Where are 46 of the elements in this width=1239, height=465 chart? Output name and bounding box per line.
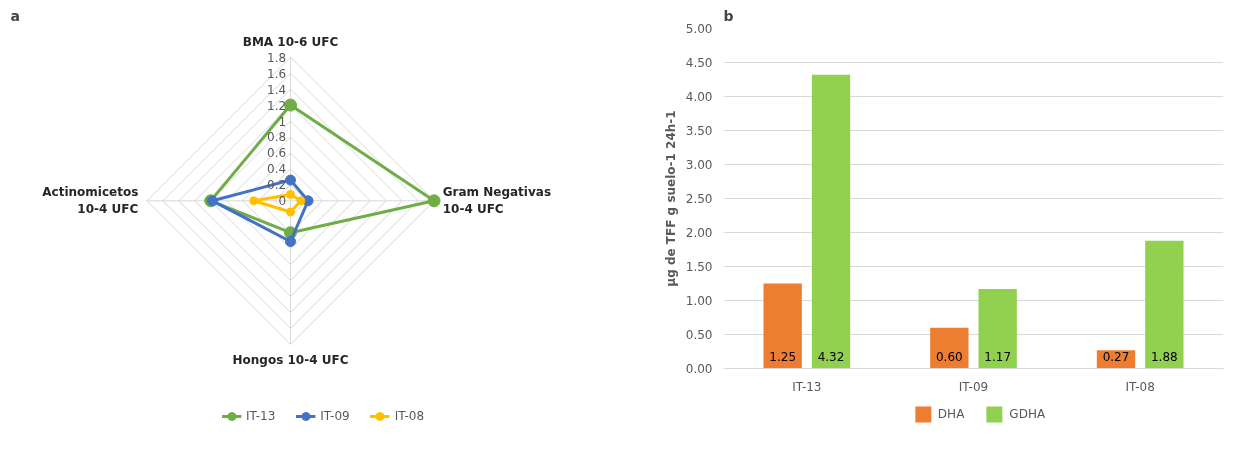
y-tick-label: 0	[278, 194, 287, 209]
y-tick-label: 4.50	[685, 56, 713, 70]
data-label: 1.17	[984, 349, 1012, 364]
legend-label: IT-13	[245, 409, 276, 423]
y-tick-label: 0.00	[685, 362, 713, 376]
bar	[763, 283, 802, 369]
y-tick-label: 1.8	[267, 50, 287, 65]
y-tick-label: 5.00	[685, 22, 713, 36]
y-tick-label: 1.50	[685, 260, 713, 274]
y-tick-label: 3.50	[685, 124, 713, 138]
spoke-label: Hongos 10-4 UFC	[232, 353, 349, 368]
y-tick-label: 0.8	[267, 130, 287, 145]
data-label: 0.60	[935, 349, 963, 364]
legend-label: GDHA	[1009, 407, 1046, 421]
x-tick-label: IT-13	[792, 379, 822, 394]
y-tick-label: 0.4	[267, 162, 287, 177]
legend-label: IT-09	[320, 409, 350, 423]
y-tick-label: 1	[278, 114, 287, 129]
x-tick-label: IT-08	[1125, 379, 1155, 394]
bar	[1145, 240, 1184, 369]
y-tick-label: 0.50	[685, 328, 713, 342]
bar	[811, 74, 851, 369]
x-tick-label: IT-09	[958, 379, 989, 394]
y-tick-label: 4.00	[685, 90, 713, 104]
y-axis-title: µg de TFF g suelo-1 24h-1	[663, 110, 678, 287]
y-tick-label: 1.4	[267, 82, 287, 97]
spoke-label: Gram Negativas 10-4 UFC	[442, 185, 552, 217]
y-tick-label: 2.50	[685, 192, 713, 206]
data-label: 0.27	[1102, 349, 1130, 364]
legend-label: DHA	[937, 407, 965, 421]
data-label: 1.88	[1150, 349, 1178, 364]
spoke-label: BMA 10-6 UFC	[242, 34, 339, 49]
y-tick-label: 0.6	[267, 146, 287, 161]
data-label: 4.32	[817, 349, 845, 364]
legend-label: IT-08	[394, 409, 425, 423]
y-tick-label: 3.00	[685, 158, 713, 172]
bar	[930, 327, 969, 369]
bar	[978, 288, 1017, 369]
chart-title: a	[10, 7, 20, 24]
y-tick-label: 1.00	[685, 294, 713, 308]
y-tick-label: 2.00	[685, 226, 713, 240]
y-tick-label: 1.2	[267, 98, 287, 113]
spoke-label: Actinomicetos 10-4 UFC	[42, 185, 139, 217]
y-tick-label: 1.6	[267, 66, 287, 81]
data-label: 1.25	[769, 349, 797, 364]
chart-title: b	[723, 7, 734, 24]
